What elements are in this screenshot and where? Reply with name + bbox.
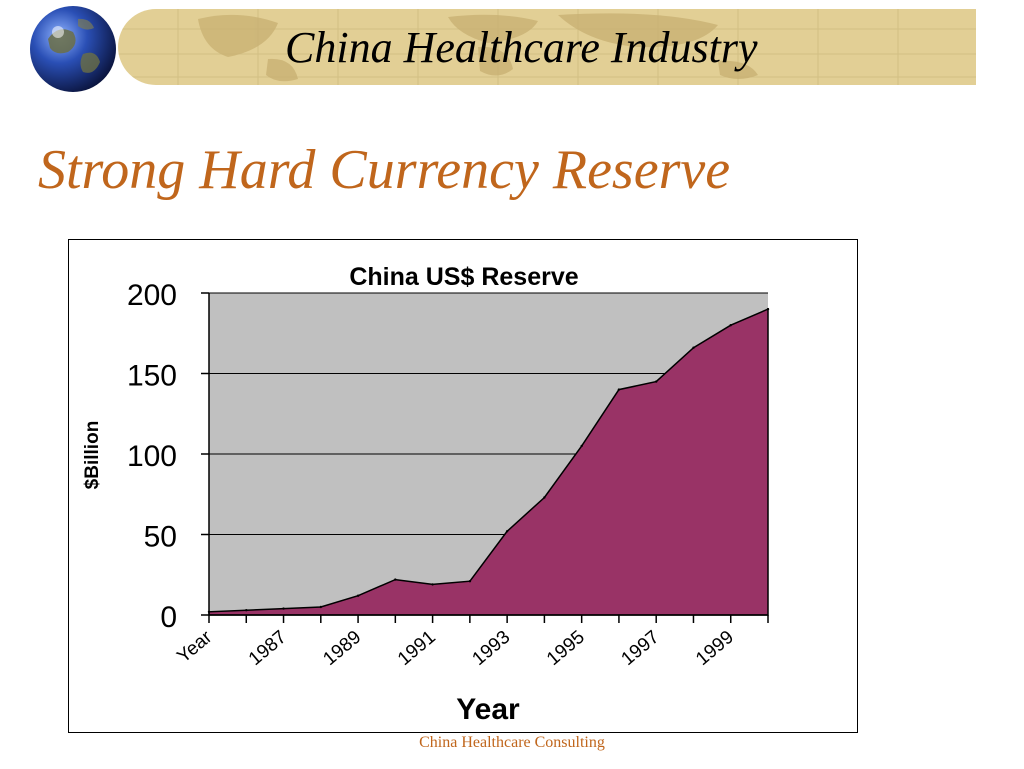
- data-point: [692, 346, 695, 349]
- x-tick-label: 1989: [319, 627, 365, 670]
- header-title: China Healthcare Industry: [285, 23, 758, 72]
- footer-text: China Healthcare Consulting: [419, 734, 605, 751]
- header-band: [118, 9, 976, 85]
- x-axis-label: Year: [456, 693, 520, 726]
- data-point: [543, 496, 546, 499]
- slide-title: Strong Hard Currency Reserve: [38, 139, 731, 201]
- chart-title: China US$ Reserve: [349, 263, 578, 291]
- data-point: [282, 607, 285, 610]
- x-tick-label: 1999: [692, 627, 738, 670]
- x-tick-label: 1987: [245, 627, 291, 670]
- chart-frame: 0 50 100 150 200 Year 1987 1989 1991 1993 1995 199…: [68, 239, 858, 733]
- data-point: [468, 580, 472, 583]
- y-tick-label: 150: [127, 360, 177, 393]
- data-point: [394, 578, 397, 581]
- data-point: [245, 609, 248, 612]
- data-point: [431, 583, 434, 586]
- y-tick-label: 50: [144, 521, 177, 554]
- globe-logo-icon: [30, 6, 116, 92]
- x-tick-label: 1995: [543, 627, 589, 670]
- world-map-icon: [118, 9, 976, 85]
- data-point: [356, 594, 360, 597]
- data-point: [505, 530, 509, 533]
- x-tick-label: 1991: [394, 627, 440, 670]
- y-tick-label: 0: [160, 601, 177, 634]
- data-point: [580, 444, 583, 448]
- data-point: [617, 388, 621, 391]
- data-point: [766, 307, 770, 311]
- x-tick-label: Year: [173, 626, 216, 667]
- data-point: [207, 610, 211, 613]
- y-tick-label: 100: [127, 440, 177, 473]
- data-point: [729, 324, 732, 327]
- x-tick-label: 1997: [618, 627, 664, 670]
- y-axis-label: $Billion: [82, 421, 103, 490]
- y-tick-label: 200: [127, 279, 177, 312]
- x-tick-label: 1993: [468, 627, 514, 670]
- data-point: [655, 380, 658, 383]
- data-point: [319, 605, 322, 609]
